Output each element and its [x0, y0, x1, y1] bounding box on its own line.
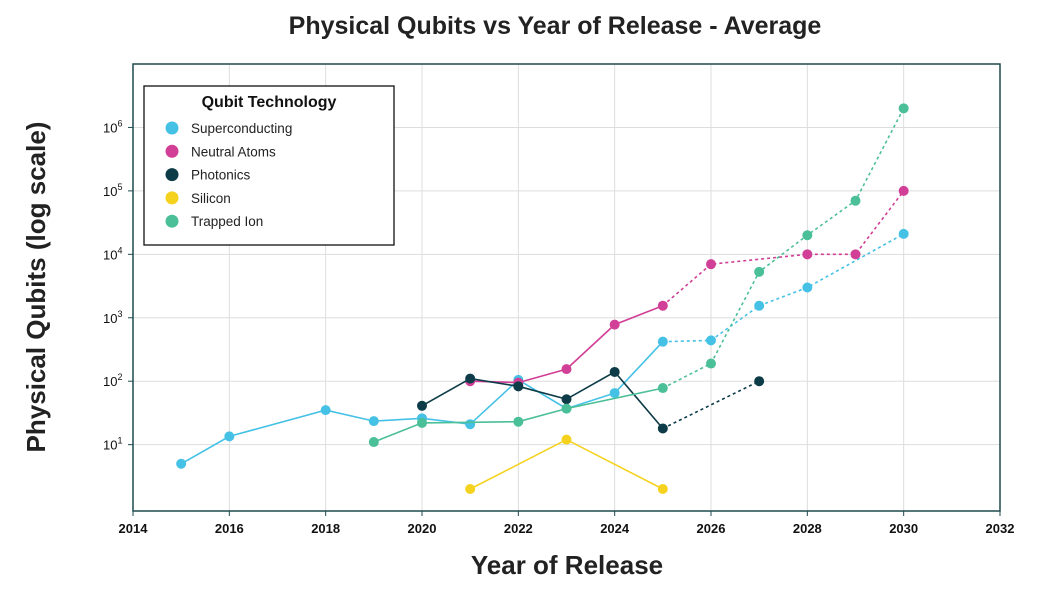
legend-items: Superconducting Neutral Atoms Photonics Sil…	[165, 121, 292, 229]
data-point-superconducting	[224, 431, 235, 442]
x-tick-label: 2030	[889, 521, 918, 536]
data-point-neutral-atoms	[609, 319, 620, 330]
legend-label-superconducting: Superconducting	[191, 121, 292, 136]
x-tick-label: 2018	[311, 521, 340, 536]
y-tick-label: 106	[103, 118, 122, 135]
x-tick-label: 2014	[119, 521, 149, 536]
x-tick-label: 2022	[504, 521, 533, 536]
data-point-neutral-atoms	[802, 249, 813, 260]
data-point-photonics	[657, 423, 668, 434]
data-point-neutral-atoms	[561, 364, 572, 375]
series-group	[176, 103, 909, 494]
series-projection-line-superconducting	[662, 233, 905, 343]
legend-label-neutral-atoms: Neutral Atoms	[191, 144, 276, 159]
data-point-superconducting	[802, 282, 813, 293]
data-point-neutral-atoms	[706, 259, 716, 270]
series-silicon	[465, 434, 668, 494]
legend-marker-neutral-atoms	[165, 144, 179, 158]
series-superconducting	[176, 228, 909, 469]
legend: Qubit Technology Superconducting Neutral …	[143, 85, 395, 246]
data-point-superconducting	[465, 419, 476, 430]
y-tick-label: 102	[103, 372, 122, 389]
y-tick-label: 101	[103, 436, 122, 453]
data-point-superconducting	[609, 388, 620, 399]
x-axis-label: Year of Release	[471, 550, 663, 580]
series-neutral-atoms	[465, 185, 909, 388]
series-line-photonics	[421, 370, 664, 430]
y-axis-label: Physical Qubits (log scale)	[21, 122, 51, 453]
y-tick-label: 103	[103, 309, 122, 326]
y-tick-label: 104	[103, 245, 122, 262]
data-point-photonics	[561, 394, 572, 405]
legend-label-silicon: Silicon	[191, 191, 231, 206]
data-point-silicon	[657, 483, 668, 494]
data-point-superconducting	[368, 416, 379, 427]
data-point-superconducting	[706, 335, 716, 346]
data-point-neutral-atoms	[850, 249, 861, 260]
data-point-photonics	[609, 366, 620, 377]
data-point-superconducting	[754, 300, 765, 311]
data-point-photonics	[465, 373, 476, 384]
x-axis-ticks: 2014 2016 2018 2020 2022 2024 2026 2028 2030 2032	[119, 511, 1015, 536]
data-point-superconducting	[176, 458, 187, 469]
y-tick-label: 105	[103, 182, 122, 199]
data-point-trapped-ion	[706, 358, 716, 369]
series-projection-line-trapped-ion	[662, 107, 905, 389]
legend-marker-silicon	[165, 191, 179, 205]
data-point-trapped-ion	[754, 266, 765, 277]
data-point-superconducting	[657, 336, 668, 347]
data-point-superconducting	[320, 405, 331, 416]
data-point-neutral-atoms	[657, 300, 668, 311]
data-point-silicon	[465, 483, 476, 494]
plot-area-frame	[132, 63, 1001, 512]
data-point-photonics	[417, 400, 427, 411]
data-point-silicon	[561, 434, 572, 445]
data-point-trapped-ion	[850, 195, 861, 206]
series-projection-line-neutral-atoms	[662, 190, 905, 307]
data-point-trapped-ion	[561, 403, 572, 414]
data-point-trapped-ion	[898, 103, 909, 114]
data-point-photonics	[513, 381, 524, 392]
data-point-neutral-atoms	[898, 185, 909, 196]
x-tick-label: 2024	[600, 521, 630, 536]
legend-title: Qubit Technology	[202, 94, 337, 111]
x-tick-label: 2032	[986, 521, 1015, 536]
x-tick-label: 2026	[697, 521, 726, 536]
x-tick-label: 2020	[408, 521, 437, 536]
series-trapped-ion	[368, 103, 909, 448]
chart-title: Physical Qubits vs Year of Release - Ave…	[289, 12, 822, 40]
data-point-trapped-ion	[417, 417, 427, 428]
data-point-superconducting	[898, 228, 909, 239]
legend-label-trapped-ion: Trapped Ion	[191, 214, 263, 229]
data-point-photonics	[754, 376, 765, 387]
legend-marker-trapped-ion	[165, 214, 179, 228]
series-line-superconducting	[180, 341, 664, 465]
data-point-trapped-ion	[513, 416, 524, 427]
series-photonics	[417, 366, 765, 434]
legend-box	[143, 85, 395, 246]
legend-marker-superconducting	[165, 121, 179, 135]
data-point-trapped-ion	[368, 437, 379, 448]
legend-marker-photonics	[165, 168, 179, 182]
x-tick-label: 2028	[793, 521, 822, 536]
series-line-silicon	[469, 438, 664, 490]
data-point-trapped-ion	[802, 230, 813, 241]
x-tick-label: 2016	[215, 521, 244, 536]
y-axis-ticks: 101 102 103 104 105 106	[103, 118, 133, 453]
data-point-trapped-ion	[657, 383, 668, 394]
legend-label-photonics: Photonics	[191, 168, 251, 183]
